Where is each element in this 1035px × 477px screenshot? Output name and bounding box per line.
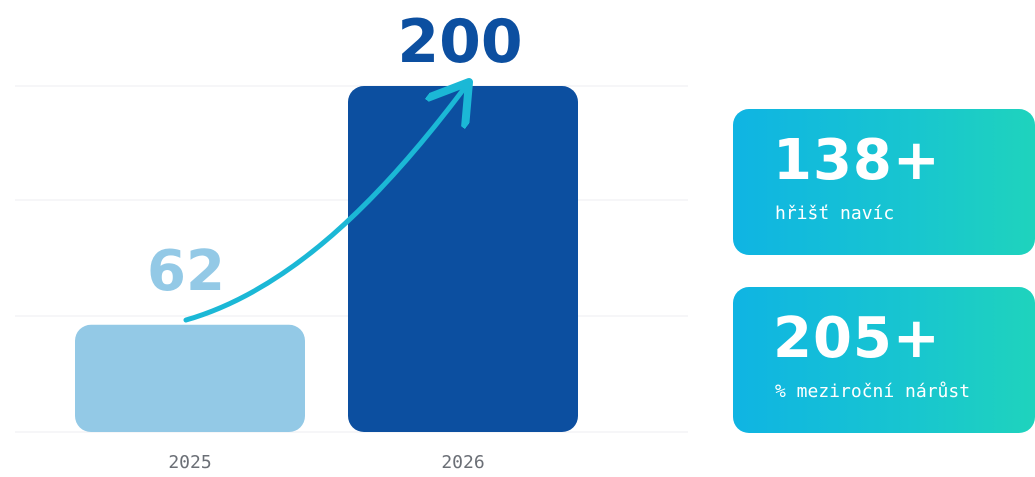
stat-value: 205+	[773, 306, 941, 371]
value-label-2025: 62	[147, 239, 225, 304]
bar-chart: 62 200 2025 2026	[15, 7, 688, 473]
value-label-2026: 200	[397, 7, 522, 77]
stat-label: % meziroční nárůst	[775, 381, 971, 402]
x-tick-label: 2025	[168, 452, 211, 473]
stat-card-additional-fields: 138+ hřišť navíc	[733, 109, 1035, 255]
bar-2026	[348, 86, 578, 432]
bar-2025	[75, 324, 305, 432]
stat-card-yoy-growth: 205+ % meziroční nárůst	[733, 287, 1035, 433]
stat-value: 138+	[773, 128, 941, 193]
x-tick-label: 2026	[441, 452, 484, 473]
stat-label: hřišť navíc	[775, 203, 895, 224]
growth-arrow	[183, 90, 463, 323]
